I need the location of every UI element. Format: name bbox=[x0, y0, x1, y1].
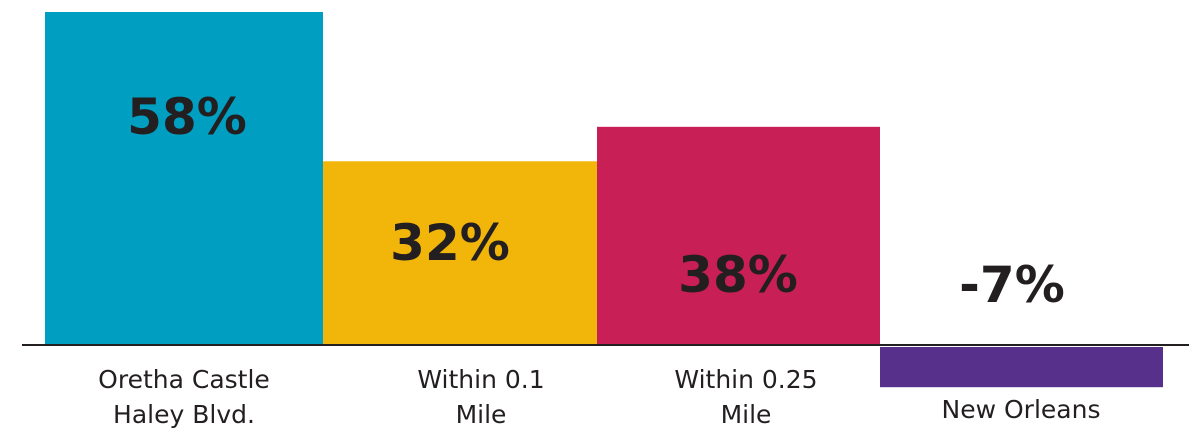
bar-1 bbox=[323, 161, 597, 345]
category-label: Mile bbox=[721, 400, 772, 429]
bar-2 bbox=[597, 126, 880, 346]
bars-group bbox=[45, 12, 1163, 388]
bar-value-label: 38% bbox=[678, 246, 798, 304]
category-label: New Orleans bbox=[942, 395, 1101, 424]
category-label: Within 0.1 bbox=[417, 365, 544, 394]
category-label: Haley Blvd. bbox=[113, 400, 255, 429]
bar-0 bbox=[45, 12, 323, 345]
bar-3 bbox=[880, 347, 1163, 388]
bar-value-label: -7% bbox=[959, 256, 1065, 314]
bar-value-label: 58% bbox=[127, 88, 247, 146]
category-label: Within 0.25 bbox=[674, 365, 817, 394]
category-label: Mile bbox=[456, 400, 507, 429]
labels-group: 58% Oretha Castle Haley Blvd. 32% Within 0.1… bbox=[98, 88, 1100, 429]
bar-value-label: 32% bbox=[390, 214, 510, 272]
category-label: Oretha Castle bbox=[98, 365, 270, 394]
